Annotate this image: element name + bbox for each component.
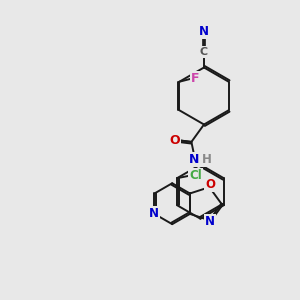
Text: N: N [149, 207, 159, 220]
Text: C: C [200, 47, 208, 57]
Text: F: F [191, 72, 199, 85]
Text: N: N [199, 25, 209, 38]
Text: Cl: Cl [189, 169, 202, 182]
Text: N: N [205, 215, 215, 228]
Text: O: O [169, 134, 180, 147]
Text: O: O [205, 178, 215, 191]
Text: N: N [189, 153, 200, 166]
Text: H: H [202, 153, 211, 166]
